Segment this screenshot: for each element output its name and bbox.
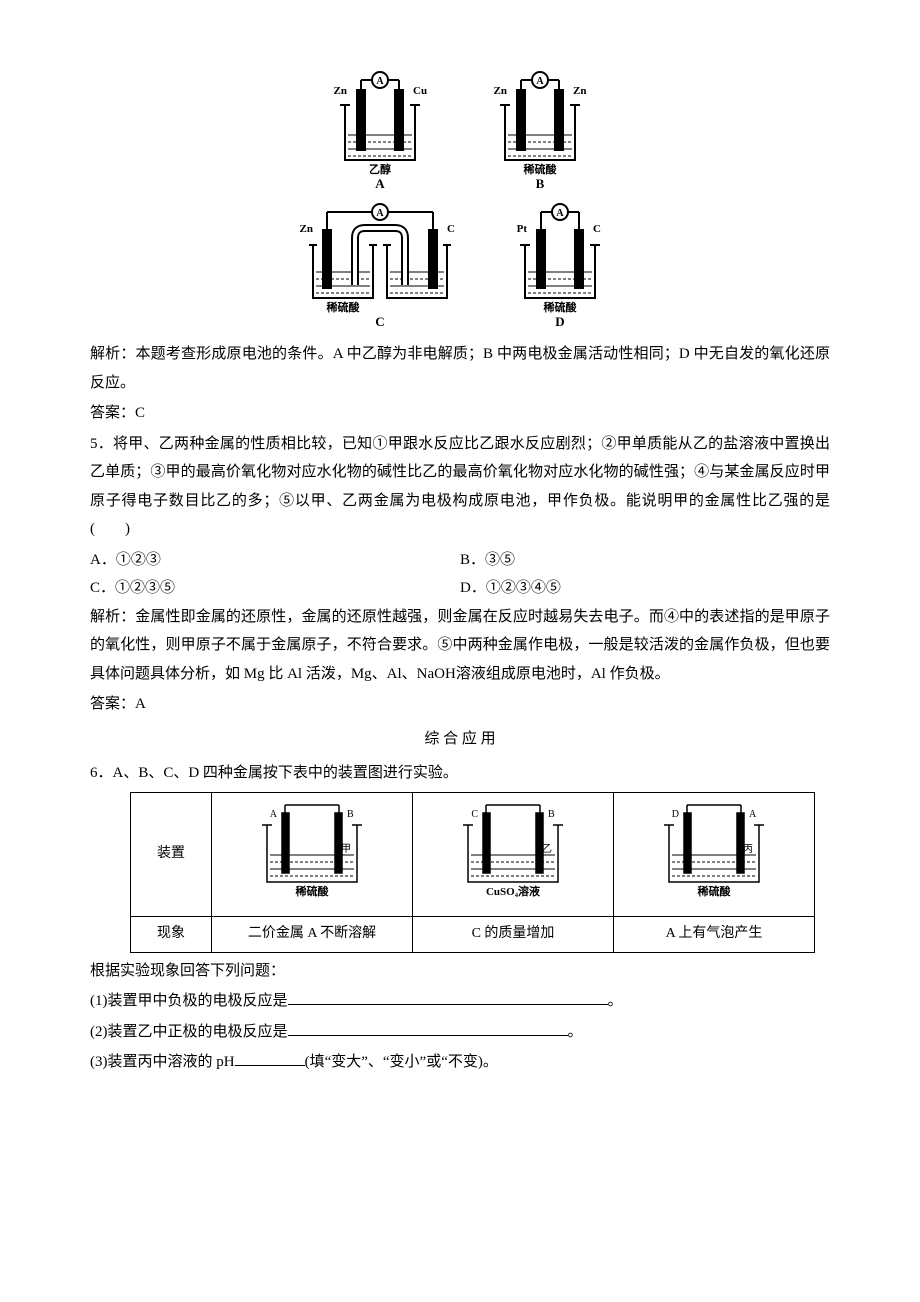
electrode-left: A — [270, 809, 278, 820]
caption: B — [536, 176, 545, 190]
section-title: 综 合 应 用 — [90, 725, 830, 754]
solution: CuSO₄溶液 — [486, 884, 541, 898]
q5-options-row1: A．①②③ B．③⑤ — [90, 546, 830, 575]
diagram-row-2: A Zn C 稀硫酸 C A Pt C 稀硫酸 — [295, 190, 625, 330]
diagram-cell-C: A Zn C 稀硫酸 C — [295, 190, 465, 330]
diagram-row-1: A Zn Cu 乙醇 A A Zn Zn 稀硫酸 — [315, 60, 605, 190]
caption: D — [555, 314, 564, 329]
q5-option-B: B．③⑤ — [460, 546, 830, 575]
electrode-right: B — [347, 809, 354, 820]
q4-diagram-grid: A Zn Cu 乙醇 A A Zn Zn 稀硫酸 — [90, 60, 830, 330]
solution-label: 稀硫酸 — [544, 300, 578, 314]
solution: 稀硫酸 — [296, 884, 330, 898]
q6-sub1: (1)装置甲中负极的电极反应是 。 — [90, 987, 830, 1016]
solution-label: 乙醇 — [369, 162, 391, 176]
electrode-left-label: Zn — [334, 85, 347, 97]
electrode-right: B — [548, 809, 555, 820]
electrode-right-label: Zn — [573, 85, 586, 97]
diagram-cell-A: A Zn Cu 乙醇 A — [315, 60, 445, 190]
electrode-left-label: Pt — [517, 223, 528, 235]
q5-option-D: D．①②③④⑤ — [460, 574, 830, 603]
diagram-cell-B: A Zn Zn 稀硫酸 B — [475, 60, 605, 190]
table-cell-diagram-3: D A 丙 稀硫酸 — [614, 792, 815, 917]
meter-label: A — [536, 76, 544, 87]
table-row1-header: 装置 — [131, 792, 212, 917]
tag: 甲 — [341, 844, 351, 855]
electrode-right-label: C — [593, 223, 601, 235]
q6-sub3: (3)装置丙中溶液的 pH (填“变大”、“变小”或“不变)。 — [90, 1048, 830, 1077]
q5-stem: 5．将甲、乙两种金属的性质相比较，已知①甲跟水反应比乙跟水反应剧烈；②甲单质能从… — [90, 430, 830, 544]
electrode-right-label: Cu — [413, 85, 427, 97]
blank-3 — [235, 1050, 305, 1066]
q6-sub2-text: (2)装置乙中正极的电极反应是 — [90, 1024, 288, 1040]
electrode-left-label: Zn — [300, 223, 313, 235]
q5-analysis: 解析：金属性即金属的还原性，金属的还原性越强，则金属在反应时越易失去电子。而④中… — [90, 603, 830, 689]
q6-sub3-text: (3)装置丙中溶液的 pH — [90, 1054, 235, 1070]
phenomenon-3: A 上有气泡产生 — [614, 917, 815, 953]
q6-table: 装置 A B 甲 稀硫酸 — [130, 792, 830, 953]
table-row2-header: 现象 — [131, 917, 212, 953]
table-cell-diagram-2: C B 乙 CuSO₄溶液 — [413, 792, 614, 917]
phenomenon-2: C 的质量增加 — [413, 917, 614, 953]
meter-label: A — [376, 76, 384, 87]
phenomenon-1: 二价金属 A 不断溶解 — [212, 917, 413, 953]
q4-analysis: 解析：本题考查形成原电池的条件。A 中乙醇为非电解质；B 中两电极金属活动性相同… — [90, 340, 830, 397]
electrode-right: A — [749, 809, 757, 820]
q5-answer: 答案：A — [90, 690, 830, 719]
tag: 丙 — [743, 844, 753, 855]
solution-label: 稀硫酸 — [327, 300, 361, 314]
q6-followup: 根据实验现象回答下列问题： — [90, 957, 830, 986]
diagram-cell-D: A Pt C 稀硫酸 D — [495, 190, 625, 330]
caption: A — [375, 176, 385, 190]
electrode-right-label: C — [447, 223, 455, 235]
table-cell-diagram-1: A B 甲 稀硫酸 — [212, 792, 413, 917]
solution: 稀硫酸 — [698, 884, 732, 898]
q6-sub1-end: 。 — [608, 993, 623, 1009]
tag: 乙 — [542, 843, 552, 855]
blank-1 — [288, 989, 608, 1005]
q6-sub2: (2)装置乙中正极的电极反应是 。 — [90, 1018, 830, 1047]
q5-option-A: A．①②③ — [90, 546, 460, 575]
solution-label: 稀硫酸 — [524, 162, 558, 176]
q6-sub3-end: (填“变大”、“变小”或“不变)。 — [305, 1054, 498, 1070]
blank-2 — [288, 1020, 568, 1036]
electrode-left: D — [672, 809, 679, 820]
q5-options-row2: C．①②③⑤ D．①②③④⑤ — [90, 574, 830, 603]
meter-label: A — [556, 208, 564, 219]
electrode-left: C — [471, 809, 478, 820]
q6-sub2-end: 。 — [568, 1024, 583, 1040]
caption: C — [375, 314, 384, 329]
q6-stem: 6．A、B、C、D 四种金属按下表中的装置图进行实验。 — [90, 759, 830, 788]
q4-answer: 答案：C — [90, 399, 830, 428]
q5-option-C: C．①②③⑤ — [90, 574, 460, 603]
electrode-left-label: Zn — [494, 85, 507, 97]
meter-label: A — [376, 208, 384, 219]
q6-sub1-text: (1)装置甲中负极的电极反应是 — [90, 993, 288, 1009]
